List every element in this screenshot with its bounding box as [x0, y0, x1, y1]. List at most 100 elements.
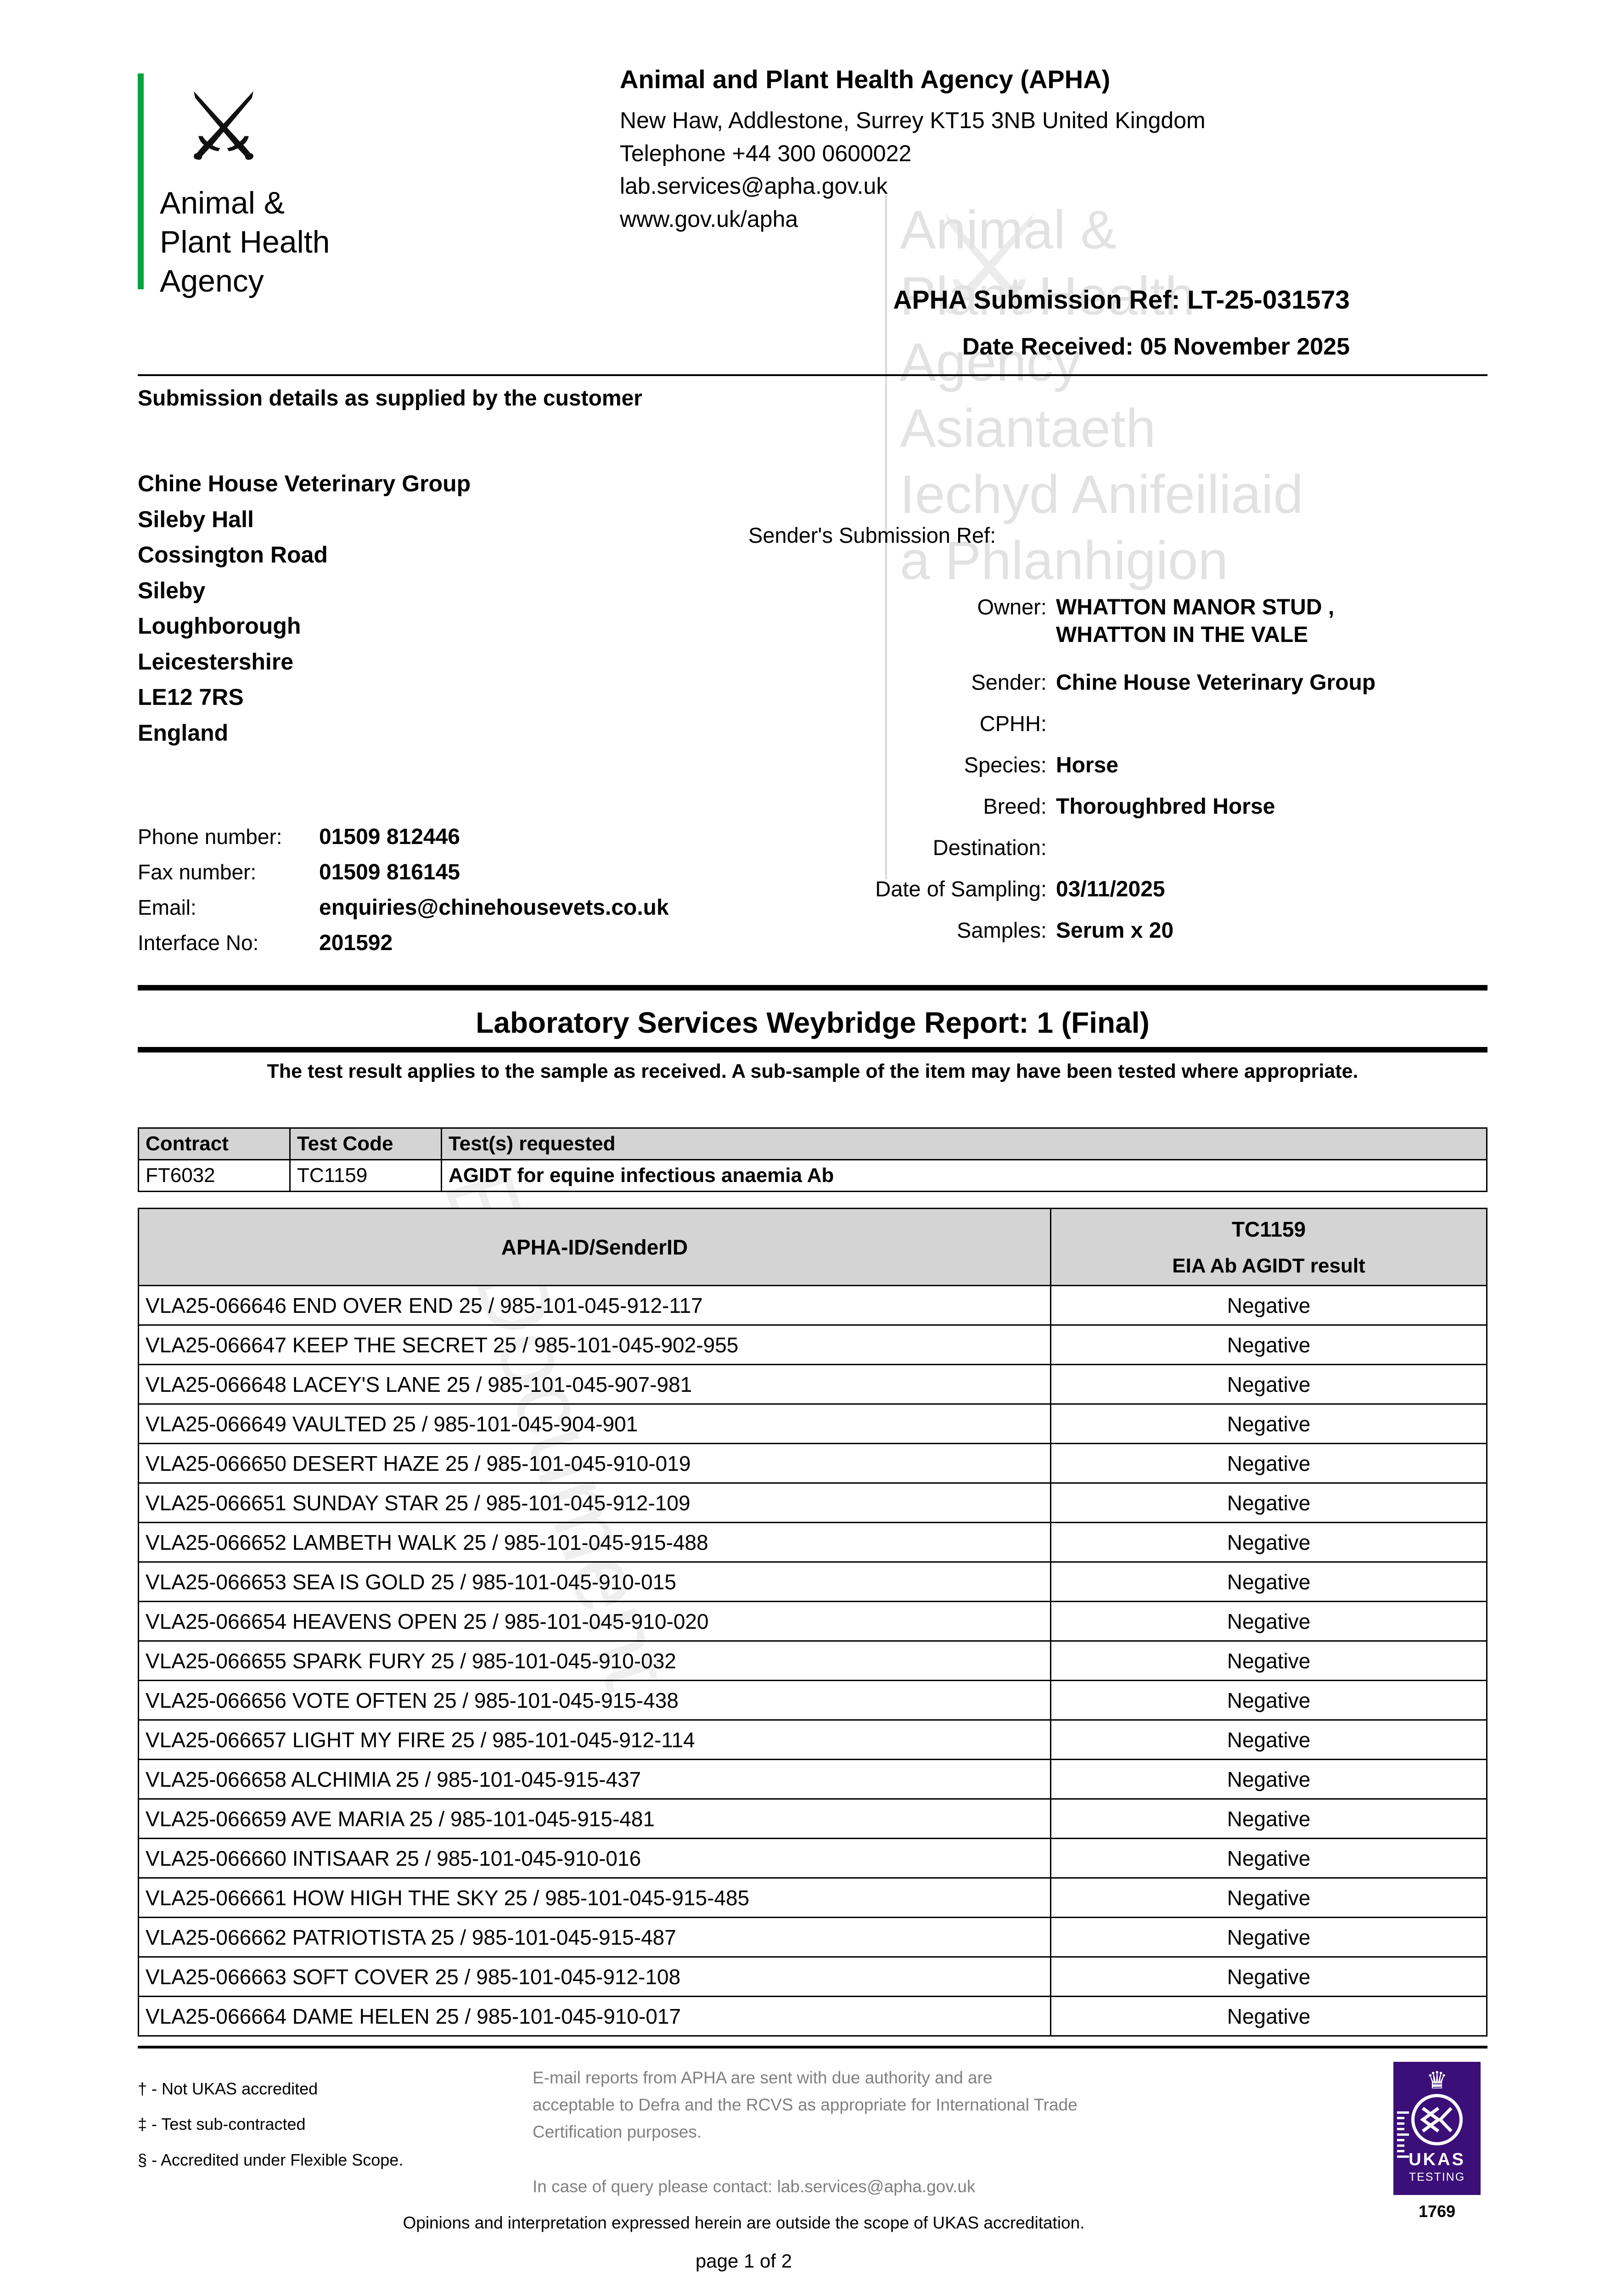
meta-value-sender: Chine House Veterinary Group	[1056, 670, 1376, 695]
results-cell-apha-id: VLA25-066662 PATRIOTISTA 25 / 985-101-04…	[138, 1917, 1051, 1958]
meta-label-date-of-sampling: Date of Sampling:	[875, 877, 1047, 901]
results-cell-result: Negative	[1050, 1877, 1487, 1918]
results-cell-result: Negative	[1050, 1798, 1487, 1839]
results-cell-result: Negative	[1050, 1443, 1487, 1484]
ukas-ruler-ticks-icon	[1397, 2111, 1409, 2161]
organisation-telephone: Telephone +44 300 0600022	[620, 140, 912, 166]
results-cell-apha-id: VLA25-066650 DESERT HAZE 25 / 985-101-04…	[138, 1443, 1051, 1484]
results-cell-apha-id: VLA25-066651 SUNDAY STAR 25 / 985-101-04…	[138, 1482, 1051, 1523]
table-row: FT6032 TC1159 AGIDT for equine infectiou…	[138, 1159, 1487, 1192]
results-cell-apha-id: VLA25-066646 END OVER END 25 / 985-101-0…	[138, 1285, 1051, 1326]
table-row: VLA25-066647 KEEP THE SECRET 25 / 985-10…	[138, 1324, 1487, 1365]
ukas-sub-text: TESTING	[1409, 2171, 1465, 2183]
document-header: ⚔ Animal & Plant Health Agency Animal an…	[138, 64, 1487, 377]
table-row: VLA25-066664 DAME HELEN 25 / 985-101-045…	[138, 1996, 1487, 2037]
table-row: VLA25-066660 INTISAAR 25 / 985-101-045-9…	[138, 1838, 1487, 1879]
results-cell-apha-id: VLA25-066655 SPARK FURY 25 / 985-101-045…	[138, 1640, 1051, 1681]
contract-cell-test-requested: AGIDT for equine infectious anaemia Ab	[441, 1159, 1487, 1192]
meta-label-samples: Samples:	[957, 918, 1047, 943]
results-cell-apha-id: VLA25-066657 LIGHT MY FIRE 25 / 985-101-…	[138, 1719, 1051, 1760]
apha-submission-ref: APHA Submission Ref: LT-25-031573	[893, 285, 1350, 315]
results-cell-result: Negative	[1050, 1482, 1487, 1523]
meta-row-breed: Breed: Thoroughbred Horse	[748, 792, 1492, 821]
header-vertical-divider	[885, 195, 887, 879]
ukas-accreditation-number: 1769	[1418, 2202, 1456, 2221]
results-cell-apha-id: VLA25-066653 SEA IS GOLD 25 / 985-101-04…	[138, 1561, 1051, 1602]
results-cell-apha-id: VLA25-066658 ALCHIMIA 25 / 985-101-045-9…	[138, 1759, 1051, 1800]
footer-page-number: page 1 of 2	[695, 2250, 792, 2272]
footer-top-rule	[138, 2046, 1487, 2048]
results-cell-apha-id: VLA25-066648 LACEY'S LANE 25 / 985-101-0…	[138, 1364, 1051, 1405]
table-row: VLA25-066663 SOFT COVER 25 / 985-101-045…	[138, 1956, 1487, 1997]
customer-address: Chine House Veterinary Group Sileby Hall…	[138, 471, 471, 746]
results-cell-apha-id: VLA25-066659 AVE MARIA 25 / 985-101-045-…	[138, 1798, 1051, 1839]
results-cell-result: Negative	[1050, 1364, 1487, 1405]
results-cell-result: Negative	[1050, 1522, 1487, 1563]
table-row: VLA25-066646 END OVER END 25 / 985-101-0…	[138, 1285, 1487, 1326]
results-header-test-code: TC1159	[1231, 1217, 1306, 1241]
contact-label-email: Email:	[138, 895, 196, 919]
meta-label-species: Species:	[964, 753, 1047, 777]
ukas-emblem-icon	[1411, 2094, 1463, 2145]
results-cell-result: Negative	[1050, 1719, 1487, 1760]
royal-coat-of-arms-icon: ⚔	[181, 75, 266, 180]
report-disclaimer: The test result applies to the sample as…	[267, 1060, 1358, 1082]
results-cell-apha-id: VLA25-066652 LAMBETH WALK 25 / 985-101-0…	[138, 1522, 1051, 1563]
meta-row-destination: Destination:	[748, 833, 1492, 862]
logo-green-bar	[138, 73, 144, 289]
meta-value-species: Horse	[1056, 753, 1119, 778]
table-row: VLA25-066658 ALCHIMIA 25 / 985-101-045-9…	[138, 1759, 1487, 1800]
organisation-name: Animal and Plant Health Agency (APHA)	[620, 65, 1111, 94]
results-cell-apha-id: VLA25-066654 HEAVENS OPEN 25 / 985-101-0…	[138, 1601, 1051, 1642]
contract-table: Contract Test Code Test(s) requested FT6…	[138, 1127, 1487, 1192]
contact-row-phone: Phone number: 01509 812446	[138, 824, 826, 860]
table-row: VLA25-066648 LACEY'S LANE 25 / 985-101-0…	[138, 1364, 1487, 1405]
table-row: VLA25-066661 HOW HIGH THE SKY 25 / 985-1…	[138, 1877, 1487, 1918]
table-row: VLA25-066656 VOTE OFTEN 25 / 985-101-045…	[138, 1680, 1487, 1721]
logo-wordmark: Animal & Plant Health Agency	[160, 186, 330, 298]
report-title-bottom-rule	[138, 1047, 1487, 1052]
contract-header-contract: Contract	[138, 1127, 291, 1160]
footer-accreditation-notes: † - Not UKAS accredited ‡ - Test sub-con…	[138, 2079, 404, 2169]
results-cell-result: Negative	[1050, 1403, 1487, 1444]
contact-row-fax: Fax number: 01509 816145	[138, 860, 826, 895]
meta-label-cphh: CPHH:	[979, 711, 1047, 736]
footer-opinions-notice: Opinions and interpretation expressed he…	[403, 2213, 1085, 2232]
results-cell-result: Negative	[1050, 1561, 1487, 1602]
submission-details-heading: Submission details as supplied by the cu…	[138, 386, 642, 411]
results-cell-result: Negative	[1050, 1640, 1487, 1681]
organisation-address: New Haw, Addlestone, Surrey KT15 3NB Uni…	[620, 107, 1206, 133]
report-title-top-rule	[138, 985, 1487, 990]
organisation-block: Animal and Plant Health Agency (APHA) Ne…	[620, 64, 1377, 236]
contact-value-interface: 201592	[319, 931, 393, 955]
table-row: VLA25-066655 SPARK FURY 25 / 985-101-045…	[138, 1640, 1487, 1681]
table-row: VLA25-066651 SUNDAY STAR 25 / 985-101-04…	[138, 1482, 1487, 1523]
meta-row-sender: Sender: Chine House Veterinary Group	[748, 668, 1492, 697]
results-cell-result: Negative	[1050, 1838, 1487, 1879]
results-cell-result: Negative	[1050, 1601, 1487, 1642]
meta-label-breed: Breed:	[983, 794, 1047, 819]
table-row: VLA25-066653 SEA IS GOLD 25 / 985-101-04…	[138, 1561, 1487, 1602]
customer-contact-list: Phone number: 01509 812446 Fax number: 0…	[138, 824, 826, 966]
contract-cell-test-code: TC1159	[289, 1159, 442, 1192]
header-divider-rule	[138, 374, 1487, 376]
results-cell-apha-id: VLA25-066663 SOFT COVER 25 / 985-101-045…	[138, 1956, 1051, 1997]
table-row: VLA25-066662 PATRIOTISTA 25 / 985-101-04…	[138, 1917, 1487, 1958]
meta-row-date-of-sampling: Date of Sampling: 03/11/2025	[748, 875, 1492, 903]
contract-table-header-row: Contract Test Code Test(s) requested	[138, 1127, 1487, 1160]
results-header-test-description: EIA Ab AGIDT result	[1172, 1254, 1365, 1277]
contract-header-test-code: Test Code	[289, 1127, 442, 1160]
results-cell-result: Negative	[1050, 1759, 1487, 1800]
results-cell-apha-id: VLA25-066656 VOTE OFTEN 25 / 985-101-045…	[138, 1680, 1051, 1721]
contact-value-fax: 01509 816145	[319, 860, 460, 884]
meta-label-destination: Destination:	[932, 835, 1047, 860]
results-cell-result: Negative	[1050, 1324, 1487, 1365]
table-row: VLA25-066652 LAMBETH WALK 25 / 985-101-0…	[138, 1522, 1487, 1563]
meta-label-sender: Sender:	[971, 670, 1047, 695]
table-row: VLA25-066650 DESERT HAZE 25 / 985-101-04…	[138, 1443, 1487, 1484]
submission-metadata: Sender's Submission Ref: Owner: WHATTON …	[748, 521, 1492, 951]
results-cell-result: Negative	[1050, 1917, 1487, 1958]
meta-row-senders-submission-ref: Sender's Submission Ref:	[748, 521, 1492, 550]
meta-value-breed: Thoroughbred Horse	[1056, 794, 1275, 819]
contact-row-interface: Interface No: 201592	[138, 930, 826, 966]
